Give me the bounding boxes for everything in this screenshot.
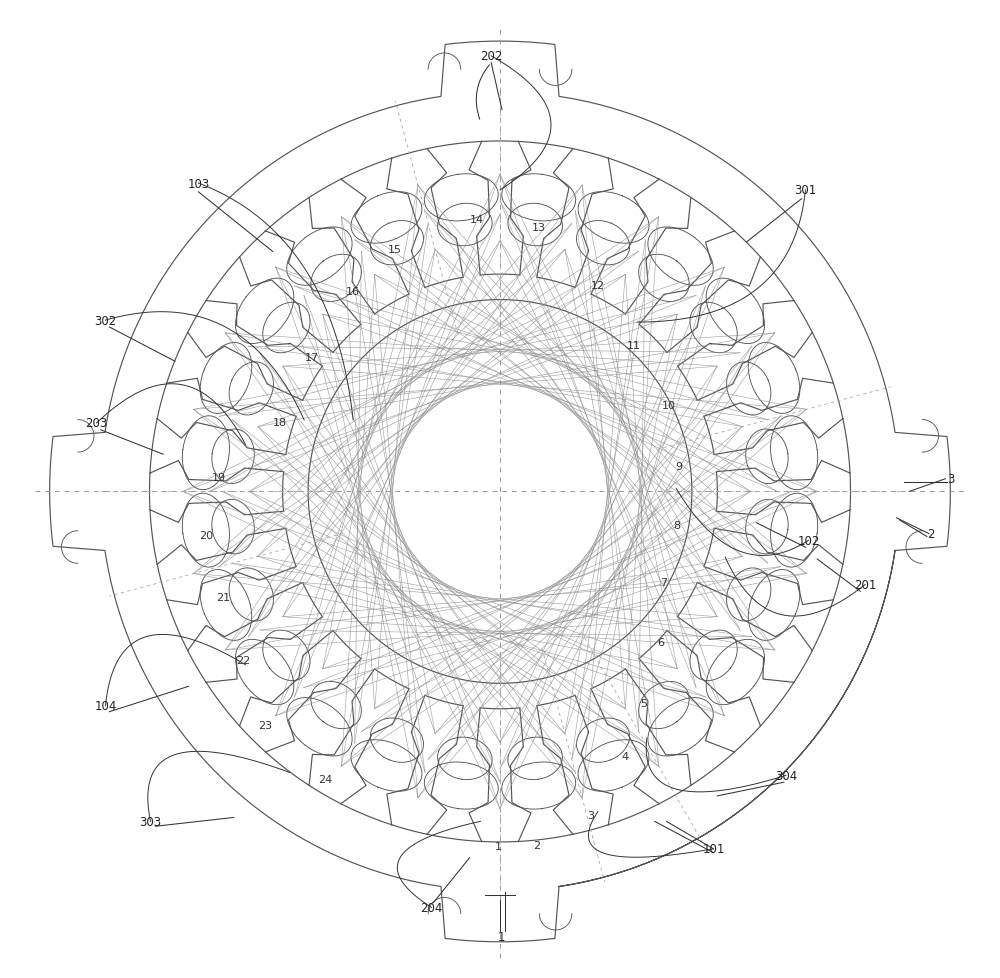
- Text: 101: 101: [702, 842, 725, 856]
- Text: 11: 11: [627, 340, 641, 350]
- Text: 9: 9: [676, 462, 683, 471]
- Text: 3: 3: [588, 810, 595, 820]
- Text: 301: 301: [794, 184, 817, 198]
- Text: 10: 10: [661, 401, 675, 411]
- Text: 4: 4: [622, 751, 629, 761]
- Text: 303: 303: [139, 815, 162, 828]
- Text: 13: 13: [532, 223, 546, 233]
- Text: 6: 6: [657, 638, 664, 647]
- Text: 103: 103: [187, 177, 210, 191]
- Text: 104: 104: [94, 699, 117, 713]
- Text: 1: 1: [495, 841, 502, 851]
- Text: 2: 2: [533, 840, 540, 850]
- Text: 302: 302: [94, 314, 117, 328]
- Text: 19: 19: [212, 472, 226, 482]
- Text: 24: 24: [319, 775, 333, 784]
- Text: 204: 204: [420, 901, 443, 914]
- Text: 22: 22: [236, 655, 251, 665]
- Text: 2: 2: [927, 527, 935, 541]
- Text: 202: 202: [480, 50, 502, 64]
- Text: 8: 8: [674, 520, 681, 530]
- Text: 14: 14: [469, 215, 484, 225]
- Text: 17: 17: [305, 353, 319, 363]
- Text: 15: 15: [388, 244, 402, 254]
- Text: 5: 5: [640, 698, 647, 708]
- Text: 102: 102: [797, 534, 820, 548]
- Text: 203: 203: [86, 417, 108, 430]
- Text: 20: 20: [199, 531, 213, 541]
- Text: 1: 1: [497, 930, 505, 944]
- Text: 7: 7: [660, 578, 667, 588]
- Text: 201: 201: [854, 578, 876, 592]
- Text: 3: 3: [948, 472, 955, 486]
- Text: 12: 12: [591, 281, 605, 290]
- Text: 304: 304: [775, 769, 797, 782]
- Text: 18: 18: [273, 418, 287, 427]
- Text: 23: 23: [258, 721, 272, 731]
- Text: 21: 21: [216, 593, 230, 602]
- Text: 16: 16: [346, 287, 360, 296]
